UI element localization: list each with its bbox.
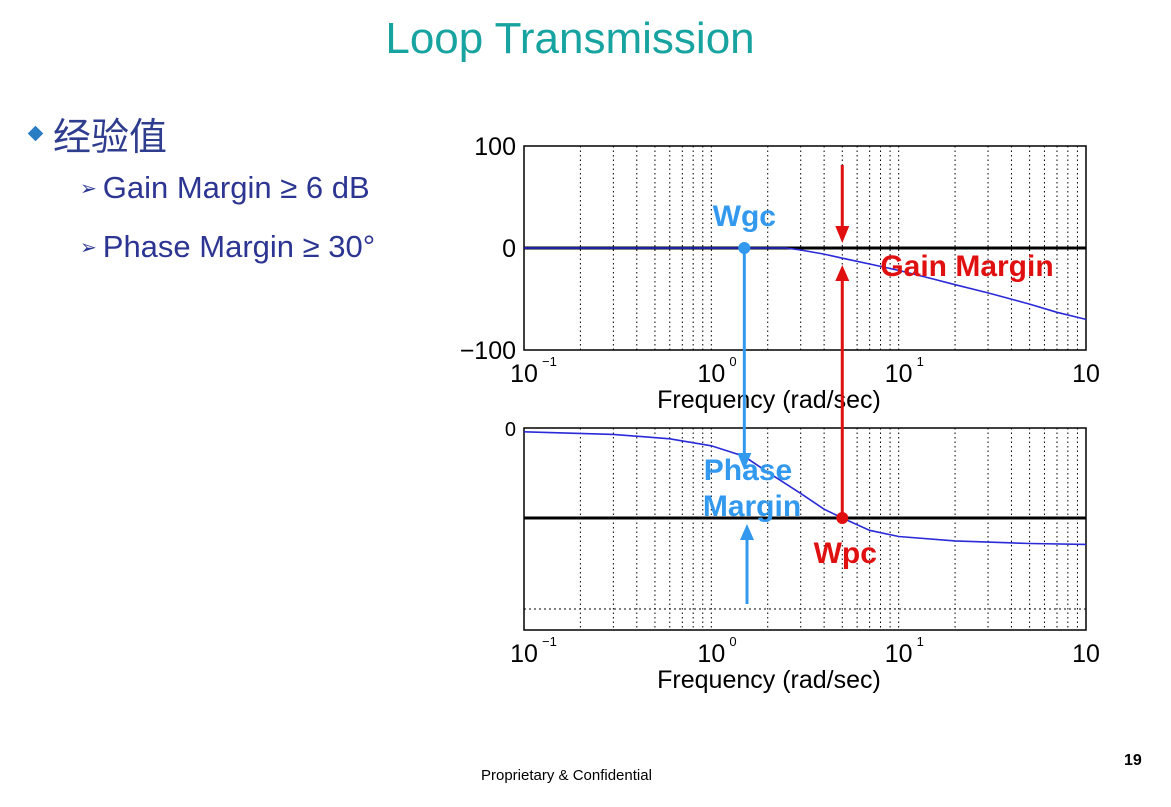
- wpc-arrow-head: [835, 265, 850, 281]
- y-tick-label: 100: [474, 133, 516, 161]
- phase-margin-arrow-head: [740, 524, 754, 540]
- y-tick-label: −100: [460, 337, 516, 365]
- wpc-marker: [836, 512, 849, 524]
- x-tick-label: 10: [885, 360, 913, 388]
- main-bullet: 经验值: [27, 106, 168, 161]
- x-tick-exponent: 0: [729, 354, 736, 369]
- wgc-label: Wgc: [713, 200, 776, 233]
- y-tick-label: 0: [505, 419, 516, 441]
- plot-frame: [523, 427, 1087, 631]
- wgc-arrow-head: [737, 453, 752, 470]
- y-tick-label: 0: [502, 235, 516, 263]
- phase-margin-text: Phase Margin ≥ 30°: [102, 229, 376, 264]
- arrow-bullet-icon: ➢: [80, 236, 97, 259]
- page-number: 19: [1124, 752, 1142, 769]
- wgc-marker: [738, 242, 751, 254]
- x-tick-label: 10: [510, 640, 538, 668]
- x-axis-label: Frequency (rad/sec): [657, 666, 881, 694]
- footer-text: Proprietary & Confidential: [481, 767, 652, 784]
- x-tick-exponent: 1: [917, 634, 924, 649]
- x-tick-label: 10: [1072, 360, 1100, 388]
- x-tick-label: 10: [697, 640, 725, 668]
- x-axis-label: Frequency (rad/sec): [657, 386, 881, 414]
- x-tick-label: 10: [885, 640, 913, 668]
- phase-curve: [523, 431, 1087, 546]
- phase-margin-label: Phase: [704, 454, 792, 487]
- main-bullet-text: 经验值: [53, 115, 168, 159]
- magnitude-curve: [524, 247, 1087, 321]
- phase-margin-label: Margin: [703, 490, 801, 523]
- wpc-label: Wpc: [814, 537, 877, 570]
- gain-margin-arrow-head: [835, 226, 850, 243]
- phase-margin-item: ➢ Phase Margin ≥ 30°: [80, 229, 375, 265]
- x-tick-exponent: 0: [729, 634, 736, 649]
- x-tick-label: 10: [510, 360, 538, 388]
- arrow-bullet-icon: ➢: [80, 177, 97, 200]
- gain-margin-label: Gain Margin: [880, 250, 1053, 283]
- x-tick-exponent: −1: [542, 634, 557, 649]
- gain-margin-item: ➢ Gain Margin ≥ 6 dB: [80, 170, 370, 206]
- x-tick-label: 10: [1072, 640, 1100, 668]
- x-tick-exponent: −1: [542, 354, 557, 369]
- gain-margin-text: Gain Margin ≥ 6 dB: [102, 170, 370, 205]
- x-tick-label: 10: [697, 360, 725, 388]
- diamond-bullet-icon: [27, 125, 44, 142]
- slide-title: Loop Transmission: [385, 14, 755, 63]
- x-tick-exponent: 1: [917, 354, 924, 369]
